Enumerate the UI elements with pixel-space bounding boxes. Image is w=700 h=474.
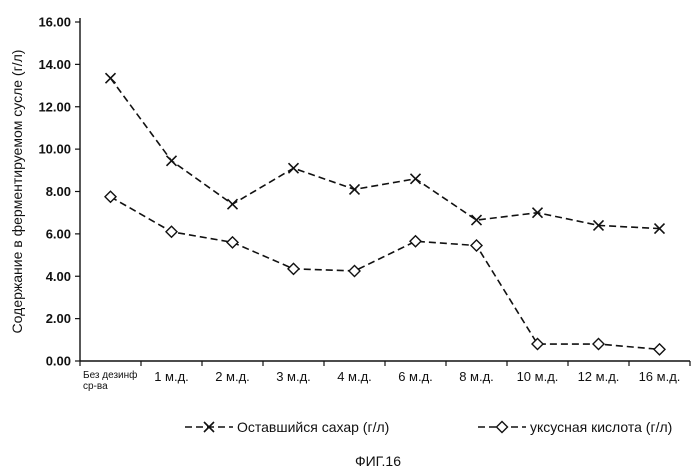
series-line — [111, 197, 660, 350]
data-point-x-marker — [228, 199, 238, 209]
legend-label: Оставшийся сахар (г/л) — [237, 419, 389, 435]
data-point-diamond-marker — [105, 191, 116, 202]
y-axis-title: Содержание в ферментируемом сусле (г/л) — [9, 50, 25, 334]
series-1 — [106, 73, 665, 233]
legend-label: уксусная кислота (г/л) — [530, 419, 672, 435]
data-point-x-marker — [289, 163, 299, 173]
x-category-label: 4 м.д. — [337, 369, 372, 384]
legend-item-1: Оставшийся сахар (г/л) — [185, 419, 389, 435]
data-point-diamond-marker — [532, 339, 543, 350]
data-point-x-marker — [167, 156, 177, 166]
figure-caption: ФИГ.16 — [355, 453, 401, 469]
y-tick-label: 14.00 — [38, 57, 71, 72]
x-category-label: 1 м.д. — [154, 369, 189, 384]
y-tick-label: 0.00 — [46, 354, 71, 369]
y-tick-label: 16.00 — [38, 15, 71, 30]
data-point-x-marker — [106, 73, 116, 83]
legend-item-2: уксусная кислота (г/л) — [478, 419, 672, 435]
x-category-labels: Без дезинфср-ва 1 м.д. 2 м.д. 3 м.д. 4 м.д. 6… — [83, 369, 680, 392]
y-tick-label: 8.00 — [46, 184, 71, 199]
x-category-label: Без дезинфср-ва — [83, 369, 137, 392]
data-point-diamond-marker — [471, 240, 482, 251]
legend: Оставшийся сахар (г/л) уксусная кислота (… — [185, 419, 672, 435]
y-tick-label: 4.00 — [46, 269, 71, 284]
data-point-x-marker — [350, 184, 360, 194]
series-2 — [105, 191, 665, 355]
data-point-x-marker — [411, 174, 421, 184]
x-category-label: 12 м.д. — [578, 369, 620, 384]
x-category-label: 6 м.д. — [398, 369, 433, 384]
x-category-label: 16 м.д. — [639, 369, 681, 384]
y-tick-labels: 0.00 2.00 4.00 6.00 8.00 10.00 12.00 14.00 16.00 — [38, 15, 71, 369]
data-point-diamond-marker — [410, 236, 421, 247]
x-category-label: 10 м.д. — [517, 369, 559, 384]
y-tick-label: 12.00 — [38, 99, 71, 114]
y-tick-label: 2.00 — [46, 311, 71, 326]
data-point-diamond-marker — [349, 265, 360, 276]
y-tick-label: 6.00 — [46, 226, 71, 241]
x-category-label: 8 м.д. — [459, 369, 494, 384]
series-line — [111, 78, 660, 228]
x-category-label: 2 м.д. — [215, 369, 250, 384]
data-point-diamond-marker — [166, 226, 177, 237]
series-layer — [105, 73, 665, 355]
data-point-diamond-marker — [497, 422, 508, 433]
data-point-diamond-marker — [288, 263, 299, 274]
chart-axes — [75, 18, 690, 366]
data-point-diamond-marker — [227, 237, 238, 248]
data-point-diamond-marker — [654, 344, 665, 355]
data-point-diamond-marker — [593, 339, 604, 350]
x-category-label: 3 м.д. — [276, 369, 311, 384]
y-tick-label: 10.00 — [38, 142, 71, 157]
